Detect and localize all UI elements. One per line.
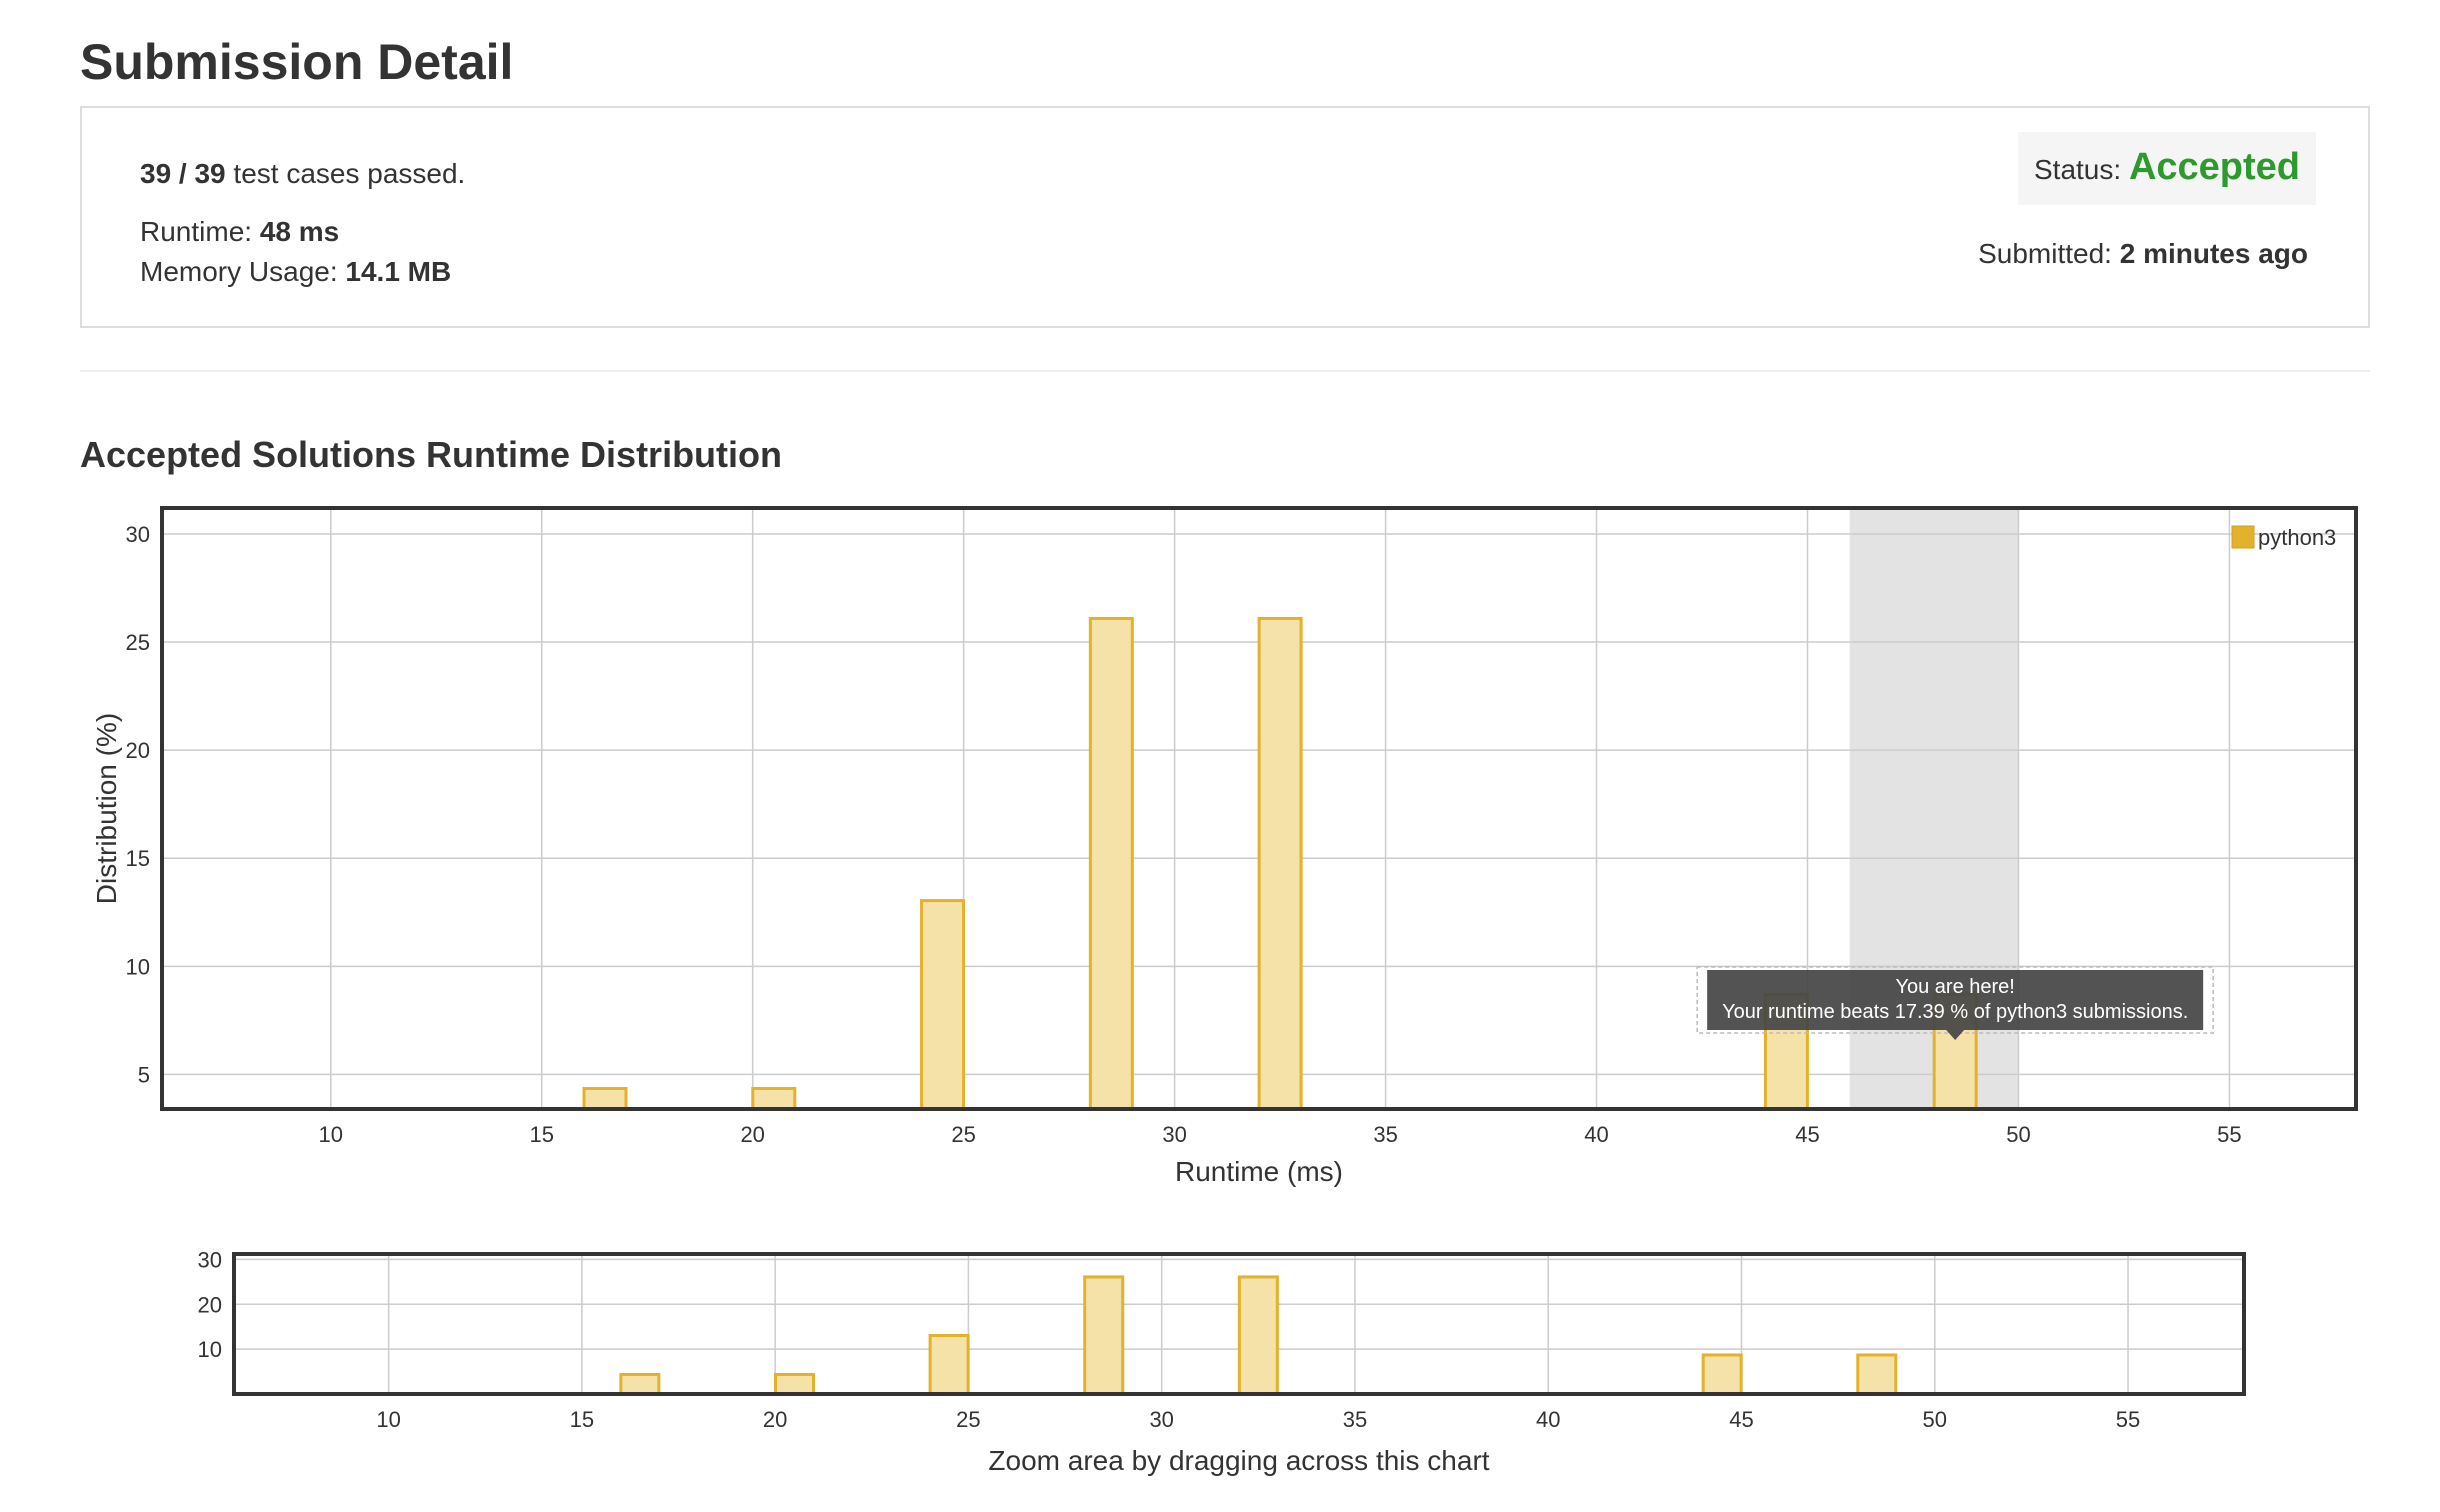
main-y-tick-label: 25 — [126, 630, 150, 655]
memory-label: Memory Usage: — [140, 256, 346, 287]
nav-plot-frame — [232, 1252, 2246, 1396]
main-bar[interactable] — [920, 899, 966, 1111]
nav-x-tick-label: 35 — [1343, 1407, 1367, 1432]
tooltip-arrow — [1946, 1030, 1965, 1040]
tooltip-box — [1707, 970, 2204, 1030]
nav-y-tick-label: 10 — [198, 1337, 222, 1362]
divider — [80, 370, 2370, 372]
nav-y-tick-label: 30 — [198, 1247, 222, 1272]
main-x-tick-label: 35 — [1373, 1122, 1397, 1147]
main-bar[interactable] — [1088, 616, 1134, 1111]
main-y-tick-label: 15 — [126, 846, 150, 871]
tooltip-title: You are here! — [1895, 976, 2014, 998]
nav-x-tick-label: 40 — [1536, 1407, 1560, 1432]
nav-bar[interactable] — [1083, 1275, 1125, 1396]
nav-x-tick-label: 50 — [1923, 1407, 1947, 1432]
test-cases-text: test cases passed. — [225, 158, 466, 189]
nav-bar[interactable] — [619, 1372, 661, 1396]
nav-x-tick-label: 45 — [1729, 1407, 1753, 1432]
main-bar[interactable] — [1257, 616, 1303, 1111]
memory-value: 14.1 MB — [345, 256, 452, 287]
runtime-line: Runtime: 48 ms — [140, 212, 465, 252]
nav-bar[interactable] — [1237, 1275, 1279, 1396]
result-summary: 39 / 39 test cases passed. Runtime: 48 m… — [140, 154, 465, 292]
main-y-tick-label: 10 — [126, 954, 150, 979]
test-cases-line: 39 / 39 test cases passed. — [140, 154, 465, 194]
nav-x-tick-label: 10 — [376, 1407, 400, 1432]
nav-bar[interactable] — [773, 1372, 815, 1396]
main-x-tick-label: 30 — [1162, 1122, 1186, 1147]
zoom-hint: Zoom area by dragging across this chart — [988, 1445, 1489, 1476]
main-x-tick-label: 45 — [1795, 1122, 1819, 1147]
main-plot-frame — [160, 506, 2358, 1111]
runtime-value: 48 ms — [259, 216, 340, 247]
main-x-tick-label: 50 — [2006, 1122, 2030, 1147]
nav-bar[interactable] — [928, 1333, 970, 1396]
main-x-tick-label: 20 — [740, 1122, 764, 1147]
runtime-distribution-title: Accepted Solutions Runtime Distribution — [80, 434, 783, 475]
main-y-axis-title: Distribution (%) — [91, 713, 122, 904]
status-label: Status: — [2034, 154, 2129, 185]
legend-label: python3 — [2258, 525, 2336, 550]
main-x-tick-label: 55 — [2217, 1122, 2241, 1147]
status-value[interactable]: Accepted — [2128, 146, 2300, 188]
nav-x-tick-label: 20 — [763, 1407, 787, 1432]
submission-detail-panel: 39 / 39 test cases passed. Runtime: 48 m… — [80, 106, 2370, 328]
main-x-axis-title: Runtime (ms) — [1175, 1156, 1343, 1187]
test-cases-count: 39 / 39 — [140, 158, 226, 189]
nav-x-tick-label: 25 — [956, 1407, 980, 1432]
nav-x-tick-label: 55 — [2116, 1407, 2140, 1432]
main-bar[interactable] — [751, 1086, 797, 1111]
nav-bar[interactable] — [1856, 1353, 1898, 1396]
main-y-tick-label: 20 — [126, 738, 150, 763]
main-x-tick-label: 25 — [951, 1122, 975, 1147]
memory-line: Memory Usage: 14.1 MB — [140, 252, 465, 292]
legend-swatch[interactable] — [2231, 525, 2255, 549]
main-bar[interactable] — [582, 1086, 628, 1111]
main-y-tick-label: 30 — [126, 522, 150, 547]
submitted-line: Submitted: 2 minutes ago — [1978, 234, 2308, 274]
main-x-tick-label: 15 — [529, 1122, 553, 1147]
submitted-label: Submitted: — [1978, 238, 2120, 269]
tooltip-message: Your runtime beats 17.39 % of python3 su… — [1722, 1001, 2188, 1023]
nav-x-tick-label: 15 — [570, 1407, 594, 1432]
nav-bar[interactable] — [1701, 1353, 1743, 1396]
submitted-value: 2 minutes ago — [2119, 238, 2308, 269]
main-x-tick-label: 40 — [1584, 1122, 1608, 1147]
status-badge: Status: Accepted — [2018, 132, 2316, 205]
main-x-tick-label: 10 — [319, 1122, 343, 1147]
nav-y-tick-label: 20 — [198, 1292, 222, 1317]
main-y-tick-label: 5 — [138, 1062, 150, 1087]
page-title: Submission Detail — [80, 34, 514, 90]
runtime-label: Runtime: — [140, 216, 260, 247]
nav-x-tick-label: 30 — [1149, 1407, 1173, 1432]
